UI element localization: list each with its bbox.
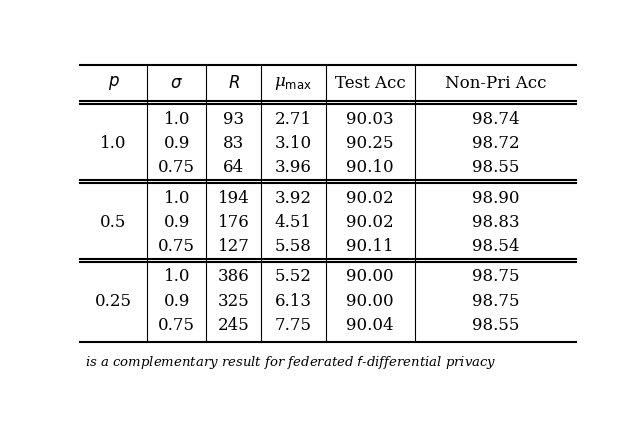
- Text: 98.83: 98.83: [472, 214, 519, 231]
- Text: 245: 245: [218, 317, 250, 334]
- Text: 2.71: 2.71: [275, 111, 312, 127]
- Text: $p$: $p$: [108, 74, 120, 92]
- Text: 93: 93: [223, 111, 244, 127]
- Text: 0.9: 0.9: [164, 214, 190, 231]
- Text: 5.52: 5.52: [275, 268, 312, 285]
- Text: 90.11: 90.11: [346, 238, 394, 255]
- Text: 5.58: 5.58: [275, 238, 312, 255]
- Text: is a complementary result for federated $f$-differential privacy: is a complementary result for federated …: [85, 354, 497, 371]
- Text: Non-Pri Acc: Non-Pri Acc: [445, 75, 546, 92]
- Text: 90.04: 90.04: [346, 317, 394, 334]
- Text: 4.51: 4.51: [275, 214, 312, 231]
- Text: 6.13: 6.13: [275, 293, 312, 310]
- Text: 0.9: 0.9: [164, 293, 190, 310]
- Text: 98.90: 98.90: [472, 189, 519, 206]
- Text: 64: 64: [223, 159, 244, 176]
- Text: 98.55: 98.55: [472, 159, 519, 176]
- Text: 386: 386: [218, 268, 250, 285]
- Text: 1.0: 1.0: [100, 135, 127, 152]
- Text: $σ$: $σ$: [170, 75, 183, 92]
- Text: 0.75: 0.75: [158, 159, 195, 176]
- Text: 127: 127: [218, 238, 250, 255]
- Text: 98.75: 98.75: [472, 268, 519, 285]
- Text: 325: 325: [218, 293, 250, 310]
- Text: 1.0: 1.0: [163, 268, 190, 285]
- Text: 90.00: 90.00: [346, 293, 394, 310]
- Text: 98.54: 98.54: [472, 238, 519, 255]
- Text: 7.75: 7.75: [275, 317, 312, 334]
- Text: 0.75: 0.75: [158, 238, 195, 255]
- Text: 194: 194: [218, 189, 250, 206]
- Text: 0.25: 0.25: [95, 293, 132, 310]
- Text: 83: 83: [223, 135, 244, 152]
- Text: μ$_{\mathrm{max}}$: μ$_{\mathrm{max}}$: [275, 75, 312, 92]
- Text: 0.9: 0.9: [164, 135, 190, 152]
- Text: Test Acc: Test Acc: [335, 75, 406, 92]
- Text: 90.02: 90.02: [346, 214, 394, 231]
- Text: 3.96: 3.96: [275, 159, 312, 176]
- Text: 90.02: 90.02: [346, 189, 394, 206]
- Text: 1.0: 1.0: [163, 189, 190, 206]
- Text: 3.10: 3.10: [275, 135, 312, 152]
- Text: $R$: $R$: [228, 75, 240, 92]
- Text: 98.74: 98.74: [472, 111, 519, 127]
- Text: 98.55: 98.55: [472, 317, 519, 334]
- Text: 176: 176: [218, 214, 250, 231]
- Text: 90.25: 90.25: [346, 135, 394, 152]
- Text: 1.0: 1.0: [163, 111, 190, 127]
- Text: 0.75: 0.75: [158, 317, 195, 334]
- Text: 0.5: 0.5: [100, 214, 127, 231]
- Text: 90.03: 90.03: [346, 111, 394, 127]
- Text: 98.75: 98.75: [472, 293, 519, 310]
- Text: 3.92: 3.92: [275, 189, 312, 206]
- Text: 98.72: 98.72: [472, 135, 519, 152]
- Text: 90.10: 90.10: [346, 159, 394, 176]
- Text: 90.00: 90.00: [346, 268, 394, 285]
